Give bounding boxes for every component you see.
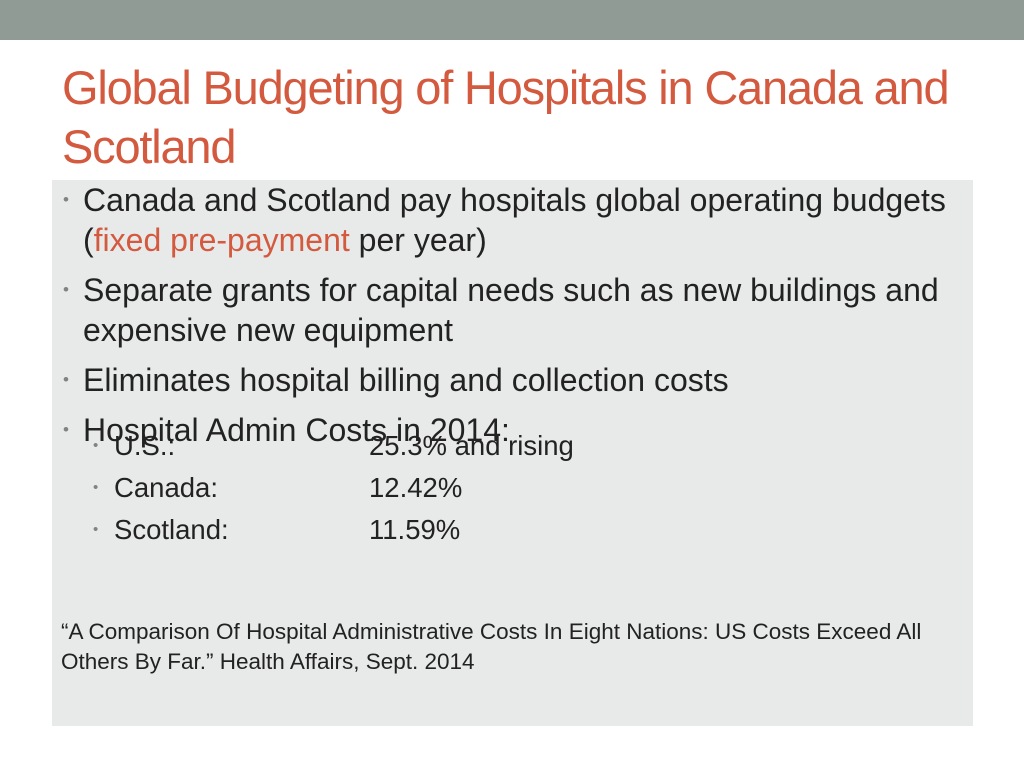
- content-panel: • Canada and Scotland pay hospitals globa…: [52, 180, 973, 726]
- bullet-text: Hospital Admin Costs in 2014:: [83, 412, 510, 448]
- country-label: Scotland:: [114, 514, 229, 545]
- bullet-global-budgets: • Canada and Scotland pay hospitals globa…: [52, 180, 973, 260]
- bullet-dot-icon: •: [63, 280, 69, 299]
- list-item: • Canada: 12.42%: [52, 467, 973, 509]
- slide-title: Global Budgeting of Hospitals in Canada …: [62, 61, 950, 173]
- bullet-dot-icon: •: [63, 370, 69, 389]
- list-item: • U.S.: 25.3% and rising: [52, 425, 973, 467]
- bullet-admin-costs: • Hospital Admin Costs in 2014:: [52, 410, 973, 450]
- bullet-eliminates-billing: • Eliminates hospital billing and collect…: [52, 360, 973, 400]
- country-label: Canada:: [114, 472, 218, 503]
- admin-costs-list: • U.S.: 25.3% and rising • Canada: 12.42% • S…: [52, 425, 973, 551]
- top-accent-bar: [0, 0, 1024, 40]
- citation-text: “A Comparison Of Hospital Administrative…: [61, 619, 922, 674]
- bullet-dot-icon: •: [63, 190, 69, 209]
- bullet-list: • Canada and Scotland pay hospitals globa…: [52, 180, 973, 460]
- bullet-dot-icon: •: [93, 479, 99, 496]
- highlight-text: fixed pre-payment: [93, 222, 350, 258]
- bullet-dot-icon: •: [93, 521, 99, 538]
- bullet-dot-icon: •: [93, 437, 99, 454]
- bullet-text: Eliminates hospital billing and collecti…: [83, 362, 729, 398]
- admin-cost-value: 12.42%: [369, 472, 463, 503]
- bullet-text: Canada and Scotland pay hospitals global…: [83, 182, 946, 258]
- bullet-text: Separate grants for capital needs such a…: [83, 272, 939, 348]
- bullet-capital-grants: • Separate grants for capital needs such …: [52, 270, 973, 350]
- country-label: U.S.:: [114, 430, 176, 461]
- list-item: • Scotland: 11.59%: [52, 509, 973, 551]
- bullet-text: per year): [349, 222, 487, 258]
- bullet-dot-icon: •: [63, 420, 69, 439]
- admin-cost-value: 11.59%: [369, 514, 461, 545]
- admin-cost-value: 25.3% and rising: [369, 430, 574, 461]
